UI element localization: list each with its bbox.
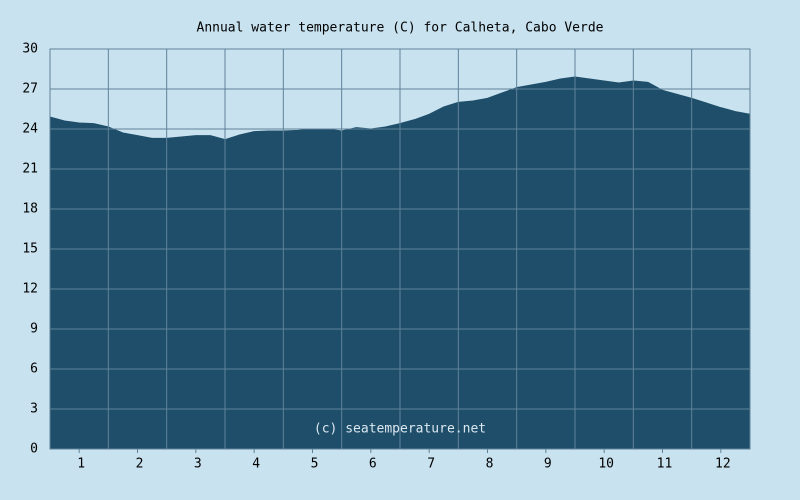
y-tick-label: 9 [30, 322, 38, 337]
x-tick-label: 10 [598, 457, 614, 472]
watermark: (c) seatemperature.net [314, 422, 486, 437]
x-tick-label: 8 [486, 457, 494, 472]
y-tick-label: 12 [22, 282, 38, 297]
x-tick-label: 4 [252, 457, 260, 472]
chart-title: Annual water temperature (C) for Calheta… [197, 21, 604, 36]
y-tick-label: 15 [22, 242, 38, 257]
y-tick-label: 18 [22, 202, 38, 217]
x-tick-label: 2 [136, 457, 144, 472]
y-tick-label: 0 [30, 442, 38, 457]
y-tick-label: 3 [30, 402, 38, 417]
y-tick-label: 30 [22, 42, 38, 57]
x-tick-label: 3 [194, 457, 202, 472]
y-tick-label: 6 [30, 362, 38, 377]
x-tick-label: 7 [427, 457, 435, 472]
x-tick-label: 9 [544, 457, 552, 472]
y-tick-label: 24 [22, 122, 38, 137]
y-tick-label: 21 [22, 162, 38, 177]
x-tick-label: 1 [77, 457, 85, 472]
x-tick-label: 6 [369, 457, 377, 472]
y-tick-label: 27 [22, 82, 38, 97]
x-tick-label: 12 [715, 457, 731, 472]
plot-border [49, 48, 751, 450]
x-tick-label: 11 [657, 457, 673, 472]
x-tick-label: 5 [311, 457, 319, 472]
